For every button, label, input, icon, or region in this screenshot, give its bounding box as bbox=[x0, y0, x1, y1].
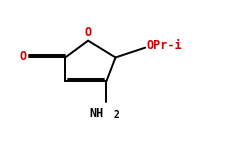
Text: 2: 2 bbox=[113, 110, 119, 120]
Text: OPr-i: OPr-i bbox=[146, 39, 182, 52]
Text: O: O bbox=[19, 50, 27, 63]
Text: NH: NH bbox=[89, 107, 103, 120]
Text: O: O bbox=[85, 26, 92, 39]
